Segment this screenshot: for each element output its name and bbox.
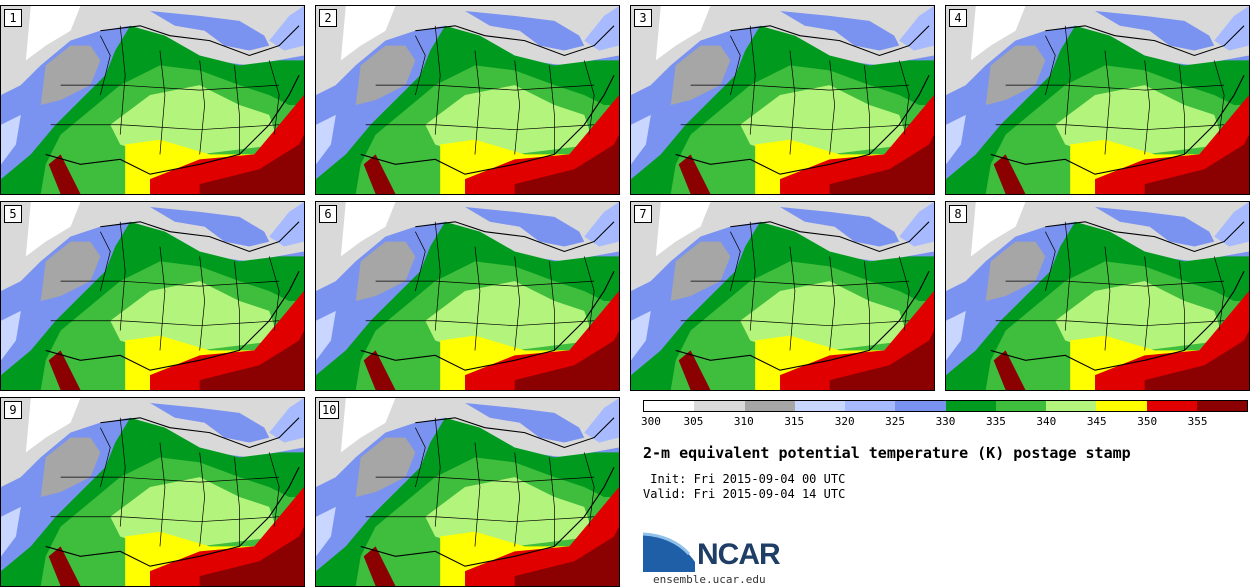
map-image bbox=[316, 398, 619, 586]
colorbar bbox=[643, 400, 1248, 412]
map-panel: 5 bbox=[0, 201, 305, 391]
panel-number: 4 bbox=[949, 9, 967, 27]
map-panel: 1 bbox=[0, 5, 305, 195]
colorbar-tick-label: 325 bbox=[885, 415, 906, 428]
map-panel: 8 bbox=[945, 201, 1250, 391]
panel-number: 1 bbox=[4, 9, 22, 27]
colorbar-swatch bbox=[694, 401, 745, 411]
colorbar-tick-label: 300 bbox=[641, 415, 661, 428]
panel-number: 10 bbox=[319, 401, 340, 419]
colorbar-swatch bbox=[644, 401, 695, 411]
map-image bbox=[631, 6, 934, 194]
panel-number: 9 bbox=[4, 401, 22, 419]
colorbar-tick-label: 310 bbox=[733, 415, 754, 428]
panel-number: 6 bbox=[319, 205, 337, 223]
map-panel: 9 bbox=[0, 397, 305, 587]
colorbar-swatch bbox=[1196, 401, 1247, 411]
colorbar-tick-label: 305 bbox=[683, 415, 704, 428]
init-time: Init: Fri 2015-09-04 00 UTC bbox=[643, 472, 846, 486]
map-image bbox=[1, 202, 304, 390]
panel-number: 3 bbox=[634, 9, 652, 27]
panel-number: 5 bbox=[4, 205, 22, 223]
colorbar-tick-label: 320 bbox=[834, 415, 855, 428]
map-panel: 3 bbox=[630, 5, 935, 195]
ncar-logo-icon bbox=[643, 532, 695, 572]
colorbar-tick-label: 330 bbox=[935, 415, 956, 428]
map-panel: 6 bbox=[315, 201, 620, 391]
website-link[interactable]: ensemble.ucar.edu bbox=[653, 573, 766, 586]
colorbar-tick-label: 340 bbox=[1036, 415, 1057, 428]
map-panel: 7 bbox=[630, 201, 935, 391]
valid-time: Valid: Fri 2015-09-04 14 UTC bbox=[643, 487, 846, 501]
map-image bbox=[631, 202, 934, 390]
ncar-logo-text: NCAR bbox=[697, 538, 781, 571]
colorbar-swatch bbox=[794, 401, 845, 411]
colorbar-swatch bbox=[845, 401, 896, 411]
colorbar-swatch bbox=[1146, 401, 1197, 411]
panel-number: 2 bbox=[319, 9, 337, 27]
map-panel: 4 bbox=[945, 5, 1250, 195]
map-image bbox=[316, 202, 619, 390]
colorbar-tick-label: 350 bbox=[1137, 415, 1158, 428]
colorbar-swatch bbox=[945, 401, 996, 411]
colorbar-tick-labels: 300 305 310 315 320 325 330 335 340 345 350 355 bbox=[641, 415, 1248, 429]
map-image bbox=[316, 6, 619, 194]
colorbar-swatch bbox=[744, 401, 795, 411]
colorbar-tick-label: 315 bbox=[784, 415, 805, 428]
colorbar-swatch bbox=[995, 401, 1046, 411]
colorbar-tick-label: 355 bbox=[1187, 415, 1208, 428]
colorbar-swatch bbox=[1096, 401, 1147, 411]
colorbar-swatch bbox=[1046, 401, 1097, 411]
page-title: 2-m equivalent potential temperature (K)… bbox=[643, 444, 1131, 462]
map-image bbox=[1, 6, 304, 194]
map-panel: 10 bbox=[315, 397, 620, 587]
map-image bbox=[1, 398, 304, 586]
map-image bbox=[946, 6, 1249, 194]
colorbar-tick-label: 335 bbox=[985, 415, 1006, 428]
panel-number: 8 bbox=[949, 205, 967, 223]
map-image bbox=[946, 202, 1249, 390]
map-panel: 2 bbox=[315, 5, 620, 195]
colorbar-swatch bbox=[895, 401, 946, 411]
colorbar-tick-label: 345 bbox=[1086, 415, 1107, 428]
panel-number: 7 bbox=[634, 205, 652, 223]
